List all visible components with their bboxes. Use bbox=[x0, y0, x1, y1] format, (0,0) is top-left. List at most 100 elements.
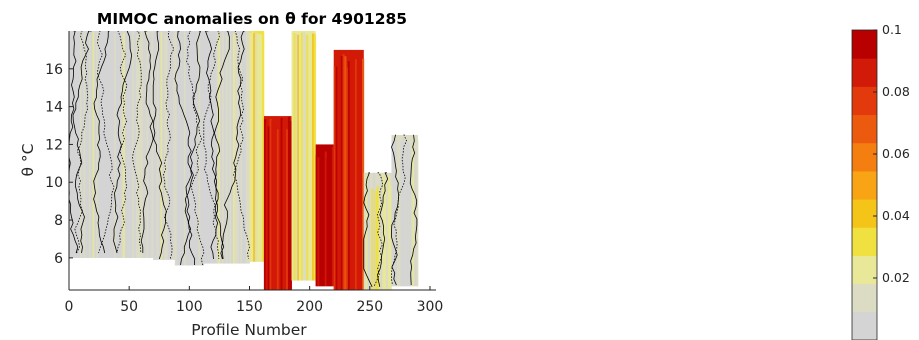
contour-line bbox=[116, 31, 128, 254]
profile-strip bbox=[367, 178, 370, 290]
profile-strip bbox=[295, 33, 298, 281]
profile-strip bbox=[412, 147, 415, 287]
profile-strip bbox=[114, 33, 117, 258]
profile-strip bbox=[196, 34, 199, 266]
profile-strip bbox=[363, 172, 367, 290]
y-tick-label: 14 bbox=[45, 100, 63, 116]
profile-strip bbox=[353, 55, 356, 290]
profile-strip bbox=[203, 31, 206, 264]
profile-strip bbox=[207, 33, 210, 264]
profile-strip bbox=[414, 148, 417, 287]
profile-strip bbox=[169, 31, 172, 260]
profile-strip bbox=[302, 31, 305, 281]
profile-strip bbox=[315, 154, 318, 287]
contour-line bbox=[213, 31, 230, 260]
profile-strip bbox=[240, 33, 243, 264]
profile-strip bbox=[389, 185, 392, 290]
colorbar-swatch bbox=[852, 58, 877, 87]
profile-strip bbox=[201, 34, 205, 266]
profile-strip bbox=[326, 157, 329, 287]
profile-strip bbox=[282, 120, 285, 290]
colorbar: 0.02 0.04 0.06 0.08 0.1 bbox=[851, 22, 910, 340]
profile-strip bbox=[398, 151, 401, 287]
contour-line bbox=[96, 31, 115, 254]
profile-strip bbox=[144, 32, 147, 258]
profile-strip bbox=[269, 119, 272, 290]
profile-strip bbox=[308, 32, 311, 281]
profile-strip bbox=[227, 34, 230, 264]
profile-strip bbox=[365, 174, 368, 290]
profile-strip bbox=[90, 32, 93, 258]
profile-strip bbox=[225, 34, 228, 264]
profile-strip bbox=[119, 32, 122, 258]
profile-strip bbox=[233, 33, 236, 264]
profile-strip bbox=[385, 189, 389, 290]
profile-strip bbox=[263, 119, 267, 290]
profile-strip bbox=[247, 31, 250, 264]
profile-strip bbox=[83, 31, 86, 258]
colorbar-tick-label: 0.06 bbox=[882, 146, 910, 161]
colorbar-swatch bbox=[852, 30, 877, 59]
y-tick-label: 12 bbox=[45, 137, 63, 153]
profile-strip bbox=[178, 32, 181, 266]
colorbar-swatch bbox=[852, 255, 877, 285]
profile-strip bbox=[192, 34, 196, 266]
profile-strip bbox=[189, 31, 192, 266]
profile-strip bbox=[191, 32, 194, 266]
contour-line bbox=[205, 31, 219, 260]
plot-area bbox=[69, 31, 419, 290]
profile-strip bbox=[165, 34, 169, 260]
profile-strip bbox=[380, 178, 383, 290]
profile-strip bbox=[384, 179, 387, 290]
x-tick-label: 0 bbox=[65, 299, 74, 315]
profile-strip bbox=[373, 172, 376, 290]
x-axis: 0 50 100 150 200 250 300 bbox=[65, 286, 444, 315]
profile-strip bbox=[216, 32, 219, 264]
profile-strip bbox=[220, 34, 223, 264]
contour-line bbox=[377, 172, 389, 287]
profile-strip bbox=[321, 150, 324, 287]
profile-strip bbox=[340, 56, 343, 290]
data-layer bbox=[69, 31, 419, 290]
contour-line bbox=[93, 31, 110, 254]
colorbar-swatch bbox=[852, 227, 877, 256]
profile-strip bbox=[405, 140, 408, 287]
profile-strip bbox=[121, 33, 124, 258]
profile-strip bbox=[124, 32, 128, 258]
profile-strip bbox=[223, 33, 227, 264]
profile-strip bbox=[310, 31, 313, 281]
profile-strip bbox=[339, 51, 342, 290]
profile-strip bbox=[173, 34, 176, 260]
profile-strip bbox=[395, 139, 398, 287]
profile-strip bbox=[185, 31, 188, 266]
profile-strip bbox=[409, 149, 412, 287]
profile-strip bbox=[287, 116, 291, 290]
profile-strip bbox=[410, 144, 414, 287]
profile-strip bbox=[304, 33, 307, 281]
profile-strip bbox=[198, 33, 201, 266]
x-tick-label: 300 bbox=[417, 299, 444, 315]
profile-strip bbox=[162, 31, 165, 260]
profile-strip bbox=[105, 32, 108, 258]
profile-strip bbox=[299, 34, 302, 281]
profile-strip bbox=[126, 34, 129, 258]
profile-strip bbox=[344, 56, 347, 290]
profile-strip bbox=[324, 151, 327, 287]
profile-strip bbox=[371, 188, 374, 290]
profile-strip bbox=[99, 31, 102, 258]
profile-strip bbox=[387, 175, 391, 290]
profile-strip bbox=[160, 32, 163, 260]
profile-strip bbox=[97, 34, 101, 258]
y-tick-label: 6 bbox=[54, 251, 63, 267]
profile-strip bbox=[400, 141, 403, 287]
contour-line bbox=[391, 134, 408, 286]
profile-strip bbox=[238, 32, 241, 264]
profile-strip bbox=[108, 34, 111, 258]
profile-strip bbox=[151, 32, 154, 258]
y-tick-label: 8 bbox=[54, 213, 63, 229]
profile-strip bbox=[79, 31, 83, 258]
profile-strip bbox=[319, 155, 322, 287]
profile-strip bbox=[403, 140, 406, 287]
profile-strip bbox=[117, 31, 120, 258]
profile-strip bbox=[275, 116, 278, 290]
